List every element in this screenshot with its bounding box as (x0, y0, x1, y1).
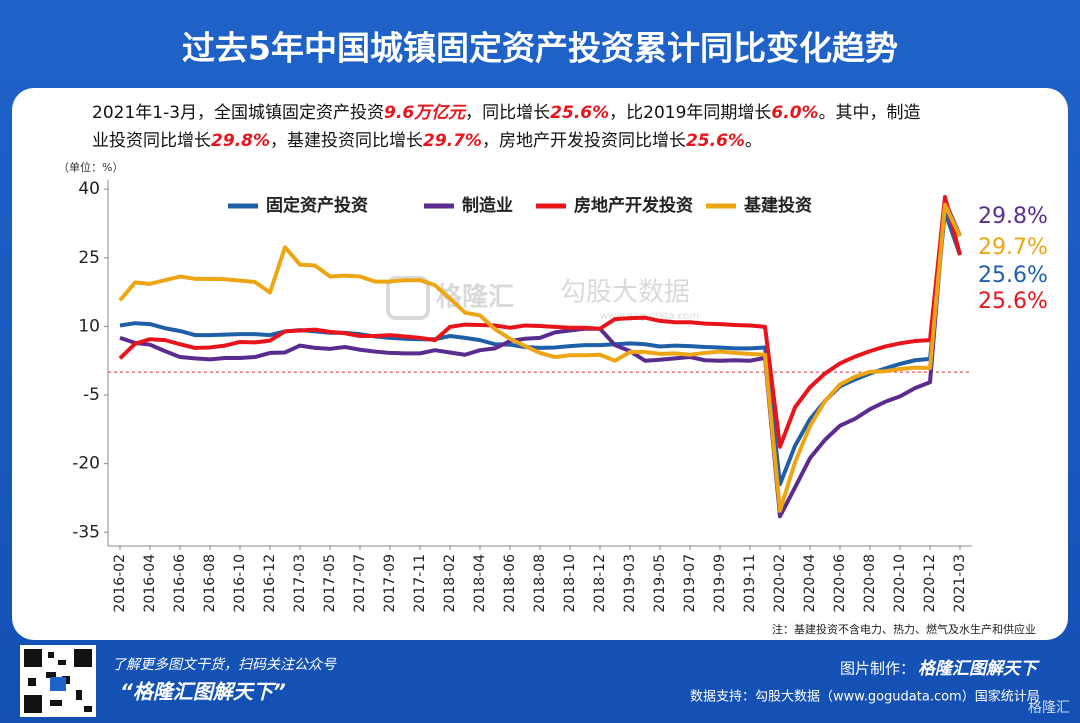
title: 过去5年中国城镇固定资产投资累计同比变化趋势 (182, 29, 898, 68)
watermark-site: www.gogudata.com (600, 311, 699, 322)
intro-text: ，基建投资同比增长 (270, 131, 423, 151)
intro-text: 业投资同比增长 (92, 131, 211, 151)
x-tick-label: 2016-06 (172, 554, 188, 613)
x-tick-label: 2018-06 (502, 554, 518, 613)
footer-logo: 格隆汇 (1028, 700, 1070, 716)
watermark-partner: 勾股大数据 (560, 278, 690, 308)
x-tick-label: 2019-09 (712, 554, 728, 613)
x-tick-label: 2018-04 (472, 554, 488, 613)
made-by-label: 图片制作： (840, 660, 915, 678)
intro-text: ，比2019年同期增长 (609, 103, 771, 123)
intro-highlight: 9.6万亿元 (384, 103, 467, 123)
x-tick-label: 2016-10 (232, 554, 248, 613)
legend-label: 制造业 (462, 195, 513, 216)
x-tick-label: 2018-10 (562, 554, 578, 613)
intro-highlight: 6.0% (771, 103, 818, 123)
intro-highlight: 29.8% (211, 131, 270, 151)
x-tick-label: 2019-07 (682, 554, 698, 613)
intro-text: 2021年1-3月，全国城镇固定资产投资 (92, 103, 384, 123)
y-tick-label: 10 (78, 316, 100, 336)
x-tick-label: 2019-11 (742, 554, 758, 613)
intro: 2021年1-3月，全国城镇固定资产投资9.6万亿元，同比增长25.6%，比20… (92, 103, 921, 151)
series-line (118, 194, 962, 449)
intro-highlight: 29.7% (423, 131, 482, 151)
footer-follow: 了解更多图文干货，扫码关注公众号 (112, 657, 337, 673)
legend-label: 固定资产投资 (266, 195, 368, 216)
x-tick-label: 2019-05 (652, 554, 668, 613)
intro-text: ，同比增长 (465, 103, 550, 123)
y-tick-label: -5 (83, 385, 100, 405)
x-tick-label: 2018-02 (442, 554, 458, 613)
x-tick-label: 2019-03 (622, 554, 638, 613)
x-tick-label: 2020-08 (862, 554, 878, 613)
series-line (118, 202, 962, 513)
intro-text: ，房地产开发投资同比增长 (482, 131, 686, 151)
y-tick-label: -20 (72, 454, 100, 474)
footer-account: “格隆汇图解天下” (120, 680, 286, 704)
intro-text: 。 (745, 131, 762, 151)
intro-line: 业投资同比增长29.8%，基建投资同比增长29.7%，房地产开发投资同比增长25… (92, 131, 762, 151)
end-label: 29.7% (978, 235, 1048, 260)
qr-pattern (24, 649, 92, 713)
x-tick-label: 2017-09 (382, 554, 398, 613)
y-tick-label: 25 (78, 248, 100, 268)
x-tick-label: 2020-04 (802, 554, 818, 613)
x-tick-label: 2016-02 (112, 554, 128, 613)
data-support: 数据支持：勾股大数据（www.gogudata.com）国家统计局 (690, 689, 1040, 705)
x-tick-label: 2017-11 (412, 554, 428, 613)
x-tick-label: 2020-06 (832, 554, 848, 613)
legend-label: 基建投资 (743, 195, 812, 216)
x-tick-label: 2017-05 (322, 554, 338, 613)
x-tick-label: 2021-03 (952, 554, 968, 613)
intro-highlight: 25.6% (550, 103, 609, 123)
made-by: 格隆汇图解天下 (918, 659, 1040, 679)
watermark-icon (386, 276, 430, 320)
intro-line: 2021年1-3月，全国城镇固定资产投资9.6万亿元，同比增长25.6%，比20… (92, 103, 921, 123)
x-tick-label: 2018-08 (532, 554, 548, 613)
x-tick-label: 2020-10 (892, 554, 908, 613)
intro-text: 。其中，制造 (819, 103, 921, 123)
note: 注：基建投资不含电力、热力、燃气及水生产和供应业 (772, 622, 1036, 636)
end-label: 25.6% (978, 263, 1048, 288)
series-line (119, 199, 962, 519)
qr-logo (50, 677, 66, 691)
x-tick-label: 2020-02 (772, 554, 788, 613)
unit-label: （单位：%） (58, 160, 123, 174)
x-tick-label: 2017-03 (292, 554, 308, 613)
x-tick-label: 2017-07 (352, 554, 368, 613)
panel (12, 88, 1068, 640)
x-tick-label: 2016-08 (202, 554, 218, 613)
end-label: 25.6% (978, 289, 1048, 314)
y-tick-label: 40 (78, 179, 100, 199)
y-tick-label: -35 (72, 522, 100, 542)
x-tick-label: 2018-12 (592, 554, 608, 613)
intro-highlight: 25.6% (686, 131, 745, 151)
legend-label: 房地产开发投资 (574, 195, 693, 216)
x-tick-label: 2016-12 (262, 554, 278, 613)
plot: 40 25 10 -5 -20 -35 2016-02 2016-04 2016-06 2016-… (72, 179, 1048, 612)
watermark: 格隆汇 勾股大数据 www.gogudata.com (386, 276, 699, 322)
end-label: 29.8% (978, 204, 1048, 229)
x-tick-label: 2020-12 (922, 554, 938, 613)
x-tick-label: 2016-04 (142, 554, 158, 613)
